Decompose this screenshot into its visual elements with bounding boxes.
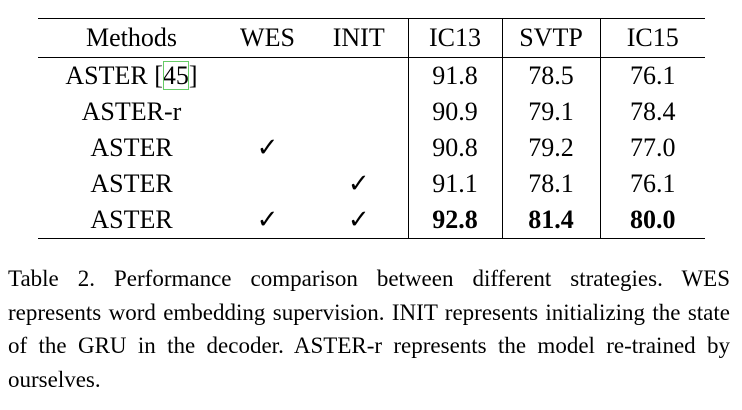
table-cell [310, 130, 408, 166]
table-row: ASTER ✓ ✓ 92.8 81.4 80.0 [38, 202, 705, 239]
header-cell: WES [225, 18, 310, 58]
table-cell: 77.0 [599, 130, 705, 166]
table-cell: 78.5 [501, 57, 600, 94]
table-cell: 90.8 [407, 130, 502, 166]
table-cell: ASTER [38, 202, 225, 239]
table-body: ASTER [45] 91.8 78.5 76.1 ASTER-r 90.9 79.1 78.… [38, 57, 705, 239]
table-cell: 78.4 [599, 94, 705, 130]
table-cell [225, 94, 310, 130]
table-row: ASTER ✓ 90.8 79.2 77.0 [38, 130, 705, 166]
cell-text: ASTER [ [65, 61, 163, 90]
header-cell: Methods [38, 18, 225, 58]
table-header: Methods WES INIT IC13 SVTP IC15 [38, 18, 705, 58]
table-row: ASTER-r 90.9 79.1 78.4 [38, 94, 705, 130]
table-cell: ASTER-r [81, 97, 182, 126]
table-cell [225, 166, 310, 202]
table-cell: 76.1 [599, 57, 705, 94]
table-cell: ASTER [90, 133, 173, 162]
citation: 45 [162, 61, 189, 90]
table-cell [225, 58, 310, 95]
caption: Table 2. Performance comparison between … [8, 266, 730, 392]
results-table: Methods WES INIT IC13 SVTP IC15 ASTER [45] 91.… [38, 18, 705, 239]
table-cell: 91.1 [407, 166, 502, 202]
header-cell: IC15 [599, 18, 705, 58]
table-cell: 92.8 [407, 202, 502, 239]
table-cell: 79.2 [501, 130, 600, 166]
table-cell: ✓ [225, 202, 310, 239]
table-cell: 81.4 [501, 202, 600, 239]
table-cell: 90.9 [407, 94, 502, 130]
header-cell: SVTP [501, 18, 600, 58]
table-cell: ✓ [256, 133, 279, 162]
table-cell: ASTER [90, 169, 173, 198]
table-cell: 79.1 [501, 94, 600, 130]
header-cell: IC13 [407, 18, 502, 58]
table-cell: 80.0 [599, 202, 705, 239]
table-row: ASTER [45] 91.8 78.5 76.1 [38, 57, 705, 95]
header-cell: INIT [310, 18, 408, 58]
table-cell: 91.8 [407, 57, 502, 94]
table-cell: 76.1 [599, 166, 705, 202]
table-cell [310, 58, 408, 95]
table-cell: ✓ [347, 169, 370, 198]
table-cell [310, 94, 408, 130]
table-cell: 78.1 [501, 166, 600, 202]
table-cell: ASTER [45] [38, 58, 225, 95]
table-row: ASTER ✓ 91.1 78.1 76.1 [38, 166, 705, 202]
cell-text: ] [188, 61, 198, 90]
table-cell: ✓ [310, 202, 408, 239]
